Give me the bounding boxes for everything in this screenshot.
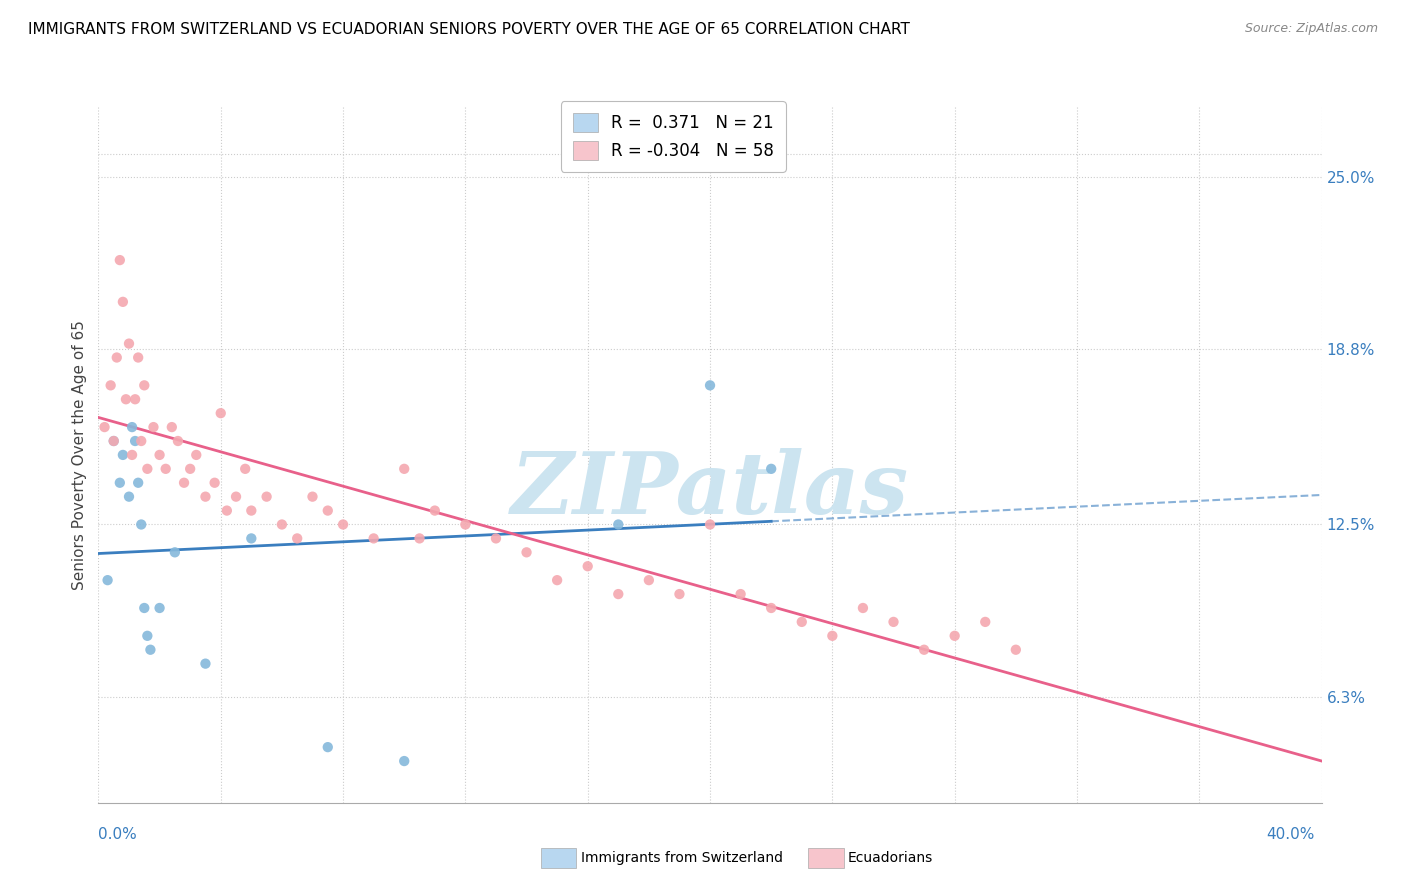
Point [111,448,134,462]
Point [167,434,190,448]
Point [730,587,752,601]
Point [103,434,125,448]
Point [100,378,122,392]
Point [607,517,630,532]
Point [316,740,339,755]
Point [215,503,238,517]
Point [121,448,143,462]
Point [316,503,339,517]
Point [108,253,131,268]
Point [129,517,152,532]
Point [124,392,146,407]
Point [256,490,278,504]
Text: IMMIGRANTS FROM SWITZERLAND VS ECUADORIAN SENIORS POVERTY OVER THE AGE OF 65 COR: IMMIGRANTS FROM SWITZERLAND VS ECUADORIA… [28,22,910,37]
Point [93,420,115,434]
Point [194,657,217,671]
Point [179,462,201,476]
Point [118,336,141,351]
Point [392,754,416,768]
Point [194,490,217,504]
Point [699,378,721,392]
Text: ZIPatlas: ZIPatlas [510,448,910,532]
Point [423,503,446,517]
Point [363,532,385,546]
Point [163,545,186,559]
Point [912,642,935,657]
Point [699,517,721,532]
Point [129,434,152,448]
Point [883,615,905,629]
Point [790,615,813,629]
Point [209,406,232,420]
Point [240,532,263,546]
Point [173,475,195,490]
Point [301,490,323,504]
Point [124,434,146,448]
Point [134,378,156,392]
Point [516,545,538,559]
Point [485,532,508,546]
Point [1004,642,1026,657]
Point [103,434,125,448]
Point [852,601,875,615]
Point [127,475,149,490]
Point [108,475,131,490]
Point [546,573,568,587]
Point [136,629,159,643]
Point [332,517,354,532]
Point [204,475,226,490]
Point [392,462,416,476]
Point [943,629,966,643]
Text: Source: ZipAtlas.com: Source: ZipAtlas.com [1244,22,1378,36]
Point [454,517,477,532]
Point [139,642,162,657]
Point [121,420,143,434]
Point [225,490,247,504]
Point [149,448,172,462]
Y-axis label: Seniors Poverty Over the Age of 65: Seniors Poverty Over the Age of 65 [72,320,87,590]
Point [115,392,138,407]
Point [136,462,159,476]
Point [233,462,256,476]
Point [142,420,165,434]
Point [270,517,294,532]
Point [155,462,177,476]
Point [134,601,156,615]
Point [160,420,183,434]
Point [285,532,308,546]
Point [668,587,690,601]
Point [761,601,783,615]
Text: 40.0%: 40.0% [1267,827,1315,841]
Point [607,587,630,601]
Point [97,573,120,587]
Point [118,490,141,504]
Point [821,629,844,643]
Point [127,351,149,365]
Text: Ecuadorians: Ecuadorians [848,851,934,865]
Text: 0.0%: 0.0% [98,827,138,841]
Point [186,448,208,462]
Point [240,503,263,517]
Text: Immigrants from Switzerland: Immigrants from Switzerland [581,851,783,865]
Point [576,559,599,574]
Legend: R =  0.371   N = 21, R = -0.304   N = 58: R = 0.371 N = 21, R = -0.304 N = 58 [561,102,786,171]
Point [638,573,661,587]
Point [105,351,128,365]
Point [974,615,997,629]
Point [761,462,783,476]
Point [149,601,172,615]
Point [408,532,430,546]
Point [111,294,134,309]
